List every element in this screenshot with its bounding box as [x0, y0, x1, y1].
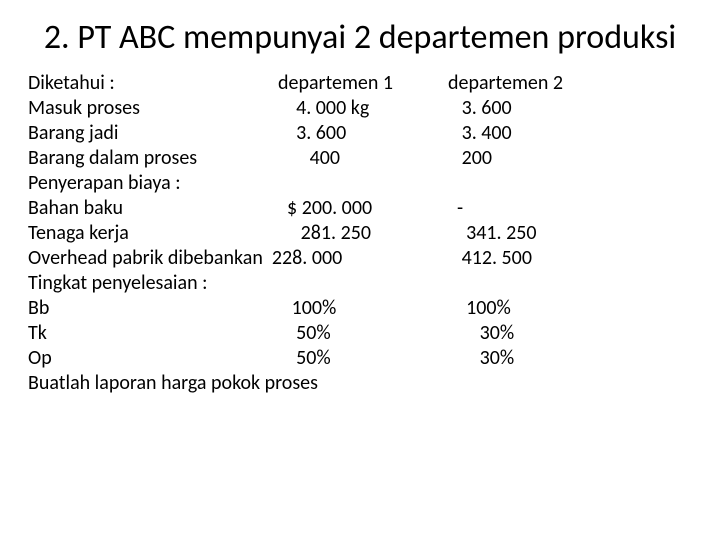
row-label: Masuk proses [28, 96, 278, 121]
content-area: Diketahui : departemen 1 departemen 2 Ma… [28, 71, 692, 396]
row-dept2-value: 30% [448, 346, 618, 371]
row-dept2-value: 412. 500 [448, 246, 618, 271]
data-row: Tenaga kerja 281. 250 341. 250 [28, 221, 692, 246]
header-dept2: departemen 2 [448, 71, 618, 96]
header-dept1: departemen 1 [278, 71, 448, 96]
row-label: Overhead pabrik dibebankan 228. 000 [28, 246, 448, 271]
row-dept2-value [448, 271, 618, 296]
row-label: Barang dalam proses [28, 146, 278, 171]
data-row: Op 50% 30% [28, 346, 692, 371]
row-label: Penyerapan biaya : [28, 171, 278, 196]
data-row: Masuk proses 4. 000 kg 3. 600 [28, 96, 692, 121]
row-dept2-value: 3. 400 [448, 121, 618, 146]
row-dept1-value: 3. 600 [278, 121, 448, 146]
row-dept2-value: 3. 600 [448, 96, 618, 121]
row-dept1-value: 50% [278, 346, 448, 371]
row-dept2-value: - [448, 196, 618, 221]
data-row: Penyerapan biaya : [28, 171, 692, 196]
row-label: Buatlah laporan harga pokok proses [28, 371, 278, 396]
row-dept1-value [278, 371, 448, 396]
row-label: Bahan baku [28, 196, 278, 221]
header-label: Diketahui : [28, 71, 278, 96]
row-dept2-value: 341. 250 [448, 221, 618, 246]
row-dept2-value: 200 [448, 146, 618, 171]
data-row: Buatlah laporan harga pokok proses [28, 371, 692, 396]
data-row: Tingkat penyelesaian : [28, 271, 692, 296]
row-dept2-value: 30% [448, 321, 618, 346]
row-dept1-value: 4. 000 kg [278, 96, 448, 121]
slide-title: 2. PT ABC mempunyai 2 departemen produks… [28, 18, 692, 57]
row-dept1-value: 281. 250 [278, 221, 448, 246]
row-label: Tenaga kerja [28, 221, 278, 246]
row-dept1-value: $ 200. 000 [278, 196, 448, 221]
row-label: Bb [28, 296, 278, 321]
row-dept1-value: 50% [278, 321, 448, 346]
row-dept1-value: 400 [278, 146, 448, 171]
row-dept1-value: 100% [278, 296, 448, 321]
data-row: Barang dalam proses 400 200 [28, 146, 692, 171]
rows-container: Masuk proses 4. 000 kg 3. 600Barang jadi… [28, 96, 692, 396]
row-label: Op [28, 346, 278, 371]
row-dept1-value [278, 171, 448, 196]
data-row: Bahan baku $ 200. 000 - [28, 196, 692, 221]
data-row: Overhead pabrik dibebankan 228. 000 412.… [28, 246, 692, 271]
row-dept2-value [448, 171, 618, 196]
row-label: Tingkat penyelesaian : [28, 271, 278, 296]
row-label: Tk [28, 321, 278, 346]
header-row: Diketahui : departemen 1 departemen 2 [28, 71, 692, 96]
row-dept1-value [278, 271, 448, 296]
row-dept2-value: 100% [448, 296, 618, 321]
data-row: Tk 50% 30% [28, 321, 692, 346]
row-dept2-value [448, 371, 618, 396]
data-row: Bb 100% 100% [28, 296, 692, 321]
data-row: Barang jadi 3. 600 3. 400 [28, 121, 692, 146]
row-label: Barang jadi [28, 121, 278, 146]
